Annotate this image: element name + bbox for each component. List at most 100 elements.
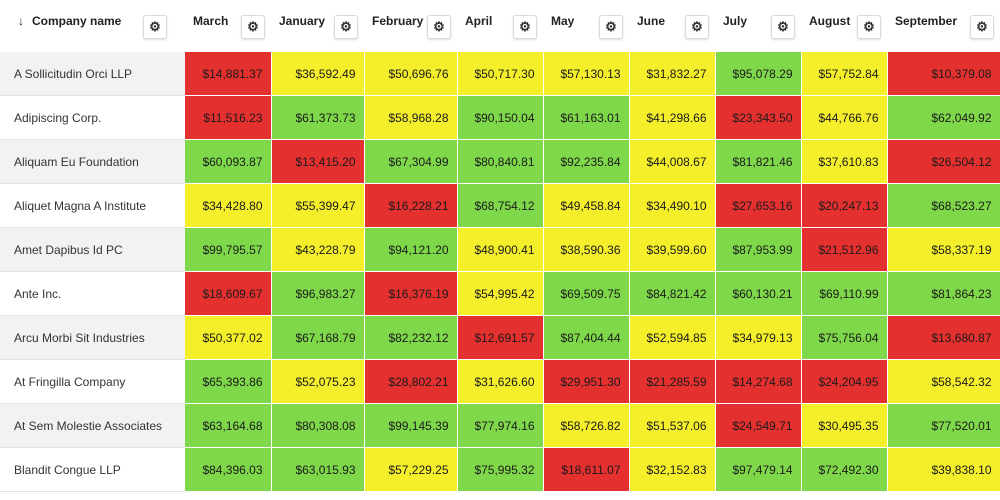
column-header-may[interactable]: May ⚙ <box>543 0 629 52</box>
gear-icon[interactable]: ⚙ <box>143 15 167 39</box>
column-header-label[interactable]: January <box>279 14 325 28</box>
table-row[interactable]: Aliquam Eu Foundation $60,093.87 $13,415.2… <box>0 139 1000 184</box>
column-header-label[interactable]: May <box>551 14 574 28</box>
value-cell: $31,626.60 <box>457 359 544 404</box>
column-header-june[interactable]: June ⚙ <box>629 0 715 52</box>
gear-icon[interactable]: ⚙ <box>334 15 358 39</box>
column-header-text: July <box>723 14 748 28</box>
value-cell: $30,495.35 <box>801 403 888 448</box>
column-header-text: February <box>372 14 424 28</box>
value-cell: $80,840.81 <box>457 139 544 184</box>
value-cell: $61,373.73 <box>271 95 365 140</box>
column-header-text: September <box>895 14 958 28</box>
value-cell: $38,590.36 <box>543 227 630 272</box>
value-cell: $50,717.30 <box>457 52 544 96</box>
value-cell: $31,832.27 <box>629 52 716 96</box>
table-body: A Sollicitudin Orci LLP $14,881.37 $36,592… <box>0 52 1000 492</box>
table-row[interactable]: Adipiscing Corp. $11,516.23 $61,373.73 $58,… <box>0 95 1000 140</box>
gear-icon[interactable]: ⚙ <box>970 15 994 39</box>
value-cell: $18,611.07 <box>543 447 630 492</box>
table-row[interactable]: Arcu Morbi Sit Industries $50,377.02 $67,1… <box>0 315 1000 360</box>
column-header-text: January <box>279 14 326 28</box>
column-header-company-name[interactable]: ↓ Company name ⚙ <box>0 0 185 52</box>
table-row[interactable]: Blandit Congue LLP $84,396.03 $63,015.93 $5… <box>0 447 1000 492</box>
table-row[interactable]: Ante Inc. $18,609.67 $96,983.27 $16,376.19 $… <box>0 271 1000 316</box>
value-cell: $27,653.16 <box>715 183 802 228</box>
column-header-label[interactable]: June <box>637 14 665 28</box>
column-header-label[interactable]: March <box>193 14 228 28</box>
gear-icon[interactable]: ⚙ <box>599 15 623 39</box>
gear-icon[interactable]: ⚙ <box>241 15 265 39</box>
arrow-down-icon[interactable]: ↓ <box>18 14 24 28</box>
company-name-cell: Adipiscing Corp. <box>0 95 185 140</box>
value-cell: $87,404.44 <box>543 315 630 360</box>
value-cell: $63,015.93 <box>271 447 365 492</box>
value-cell: $13,680.87 <box>887 315 1000 360</box>
value-cell: $75,756.04 <box>801 315 888 360</box>
value-cell: $34,428.80 <box>185 183 272 228</box>
value-cell: $48,900.41 <box>457 227 544 272</box>
value-cell: $26,504.12 <box>887 139 1000 184</box>
column-header-label[interactable]: August <box>809 14 850 28</box>
column-header-january[interactable]: January ⚙ <box>271 0 364 52</box>
company-name-cell: Amet Dapibus Id PC <box>0 227 185 272</box>
table-row[interactable]: Amet Dapibus Id PC $99,795.57 $43,228.79 $9… <box>0 227 1000 272</box>
value-cell: $90,150.04 <box>457 95 544 140</box>
value-cell: $52,075.23 <box>271 359 365 404</box>
column-header-text: May <box>551 14 575 28</box>
header-row: ↓ Company name ⚙ March ⚙ January ⚙ February ⚙ Apr… <box>0 0 1000 52</box>
value-cell: $80,308.08 <box>271 403 365 448</box>
value-cell: $67,168.79 <box>271 315 365 360</box>
value-cell: $75,995.32 <box>457 447 544 492</box>
company-name-cell: Ante Inc. <box>0 271 185 316</box>
value-cell: $94,121.20 <box>364 227 458 272</box>
value-cell: $36,592.49 <box>271 52 365 96</box>
gear-icon[interactable]: ⚙ <box>513 15 537 39</box>
value-cell: $14,274.68 <box>715 359 802 404</box>
value-cell: $16,376.19 <box>364 271 458 316</box>
value-cell: $44,766.76 <box>801 95 888 140</box>
column-header-label[interactable]: July <box>723 14 747 28</box>
company-name-cell: Aliquam Eu Foundation <box>0 139 185 184</box>
value-cell: $60,130.21 <box>715 271 802 316</box>
value-cell: $21,285.59 <box>629 359 716 404</box>
value-cell: $81,821.46 <box>715 139 802 184</box>
value-cell: $60,093.87 <box>185 139 272 184</box>
value-cell: $37,610.83 <box>801 139 888 184</box>
value-cell: $68,754.12 <box>457 183 544 228</box>
gear-icon[interactable]: ⚙ <box>857 15 881 39</box>
column-header-label[interactable]: April <box>465 14 492 28</box>
column-header-february[interactable]: February ⚙ <box>364 0 457 52</box>
column-header-text: June <box>637 14 666 28</box>
value-cell: $41,298.66 <box>629 95 716 140</box>
column-header-march[interactable]: March ⚙ <box>185 0 271 52</box>
column-header-april[interactable]: April ⚙ <box>457 0 543 52</box>
value-cell: $95,078.29 <box>715 52 802 96</box>
value-cell: $24,204.95 <box>801 359 888 404</box>
column-header-label[interactable]: ↓ Company name <box>18 14 121 28</box>
gear-icon[interactable]: ⚙ <box>771 15 795 39</box>
gear-icon[interactable]: ⚙ <box>427 15 451 39</box>
value-cell: $16,228.21 <box>364 183 458 228</box>
value-cell: $67,304.99 <box>364 139 458 184</box>
value-cell: $84,396.03 <box>185 447 272 492</box>
column-header-label[interactable]: September <box>895 14 957 28</box>
value-cell: $21,512.96 <box>801 227 888 272</box>
value-cell: $58,726.82 <box>543 403 630 448</box>
column-header-label[interactable]: February <box>372 14 423 28</box>
table-row[interactable]: Aliquet Magna A Institute $34,428.80 $55,3… <box>0 183 1000 228</box>
column-header-september[interactable]: September ⚙ <box>887 0 1000 52</box>
value-cell: $99,145.39 <box>364 403 458 448</box>
column-header-july[interactable]: July ⚙ <box>715 0 801 52</box>
value-cell: $39,599.60 <box>629 227 716 272</box>
company-name-cell: At Fringilla Company <box>0 359 185 404</box>
gear-icon[interactable]: ⚙ <box>685 15 709 39</box>
table-row[interactable]: At Sem Molestie Associates $63,164.68 $80,… <box>0 403 1000 448</box>
column-header-text: March <box>193 14 229 28</box>
value-cell: $43,228.79 <box>271 227 365 272</box>
table-row[interactable]: At Fringilla Company $65,393.86 $52,075.23… <box>0 359 1000 404</box>
column-header-august[interactable]: August ⚙ <box>801 0 887 52</box>
table-row[interactable]: A Sollicitudin Orci LLP $14,881.37 $36,592… <box>0 52 1000 96</box>
value-cell: $58,542.32 <box>887 359 1000 404</box>
value-cell: $58,968.28 <box>364 95 458 140</box>
